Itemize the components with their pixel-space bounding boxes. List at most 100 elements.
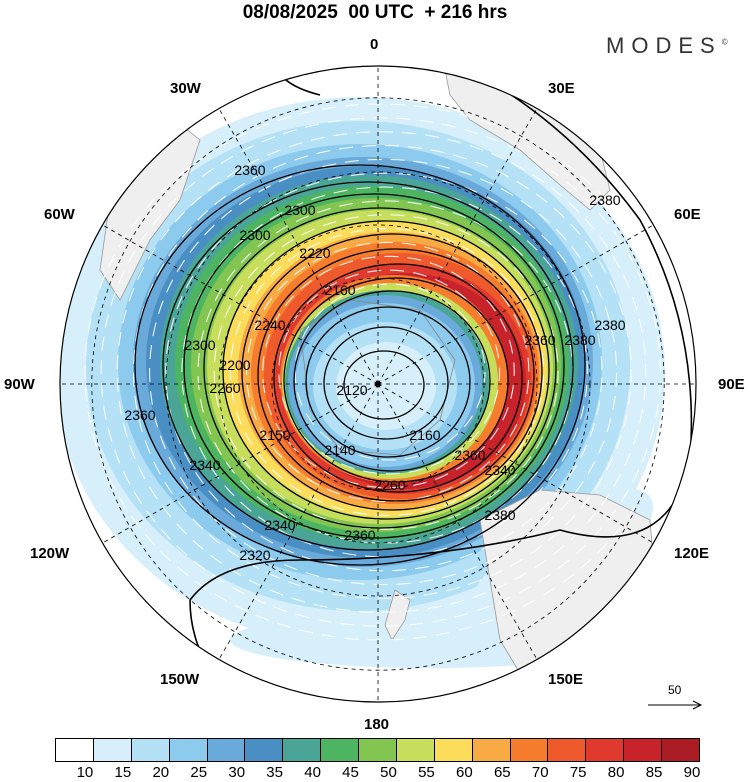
colorbar-swatch bbox=[624, 739, 662, 761]
height-contour bbox=[305, 306, 471, 458]
colorbar-swatch bbox=[207, 739, 246, 761]
colorbar-swatch bbox=[434, 739, 473, 761]
meridian-line bbox=[377, 108, 538, 385]
colorbar-label: 20 bbox=[152, 764, 170, 781]
colorbar-label: 30 bbox=[228, 764, 246, 781]
colorbar-swatch bbox=[548, 739, 587, 761]
streamline bbox=[100, 117, 661, 627]
contour-label: 2200 bbox=[219, 357, 250, 373]
streamline bbox=[262, 255, 515, 489]
colorbar-label: 65 bbox=[493, 764, 511, 781]
streamline bbox=[213, 214, 559, 530]
colorbar-label: 45 bbox=[342, 764, 359, 781]
height-contour bbox=[241, 233, 543, 511]
colorbar-label: 10 bbox=[76, 764, 94, 781]
lon-label-150e: 150E bbox=[548, 671, 584, 688]
colorbar-swatch bbox=[359, 739, 397, 761]
south-pole-marker bbox=[375, 381, 381, 387]
map-title: 08/08/2025 00 UTC + 216 hrs bbox=[242, 2, 508, 23]
meridian-line bbox=[102, 383, 379, 544]
colorbar-label: 60 bbox=[456, 764, 473, 781]
colorbar-swatch bbox=[586, 739, 625, 761]
colorbar-swatch bbox=[283, 739, 322, 761]
lon-label-120w: 120W bbox=[30, 545, 70, 562]
contour-label: 2150 bbox=[259, 427, 290, 443]
colorbar-swatch bbox=[396, 739, 435, 761]
contour-label: 2120 bbox=[336, 382, 367, 398]
colorbar-label: 70 bbox=[531, 764, 549, 781]
height-contour bbox=[323, 326, 449, 440]
colorbar-label: 90 bbox=[683, 764, 701, 781]
colorbar-swatch bbox=[510, 739, 549, 761]
contour-label: 2360 bbox=[124, 407, 155, 423]
colorbar-label: 50 bbox=[380, 764, 397, 781]
contour-label: 2380 bbox=[589, 192, 620, 208]
graticule bbox=[60, 66, 696, 702]
streamline bbox=[181, 186, 588, 558]
meridian-line bbox=[377, 383, 654, 544]
contour-label: 2360 bbox=[344, 527, 375, 543]
colorbar bbox=[55, 738, 700, 762]
height-contour bbox=[183, 193, 565, 539]
lon-label-0: 0 bbox=[370, 36, 379, 53]
contour-label: 2340 bbox=[189, 457, 220, 473]
lon-label-30e: 30E bbox=[548, 80, 575, 97]
contour-label: 2360 bbox=[454, 447, 485, 463]
height-contour bbox=[203, 207, 557, 529]
lon-label-30w: 30W bbox=[170, 80, 201, 97]
contour-label: 2220 bbox=[299, 245, 330, 261]
meridian-line bbox=[102, 224, 379, 385]
lon-label-180: 180 bbox=[364, 716, 390, 733]
contour-label: 2320 bbox=[239, 547, 270, 563]
height-contours: 2360 2300 2300 2220 2240 2160 2120 2140 2160 2200… bbox=[124, 66, 693, 691]
colorbar-label: 55 bbox=[418, 764, 435, 781]
streamline bbox=[278, 269, 501, 475]
lon-label-150w: 150W bbox=[160, 671, 200, 688]
contour-label: 2260 bbox=[209, 380, 240, 396]
height-contour bbox=[274, 66, 321, 96]
colorbar-label: 85 bbox=[645, 764, 663, 781]
contour-label: 2380 bbox=[594, 317, 625, 333]
contour-label: 2300 bbox=[284, 202, 315, 218]
height-contour bbox=[343, 350, 425, 420]
meridian-line bbox=[377, 224, 654, 385]
streamline bbox=[229, 228, 545, 516]
colorbar-swatch bbox=[245, 739, 284, 761]
colorbar-label: 80 bbox=[607, 764, 625, 781]
streamline bbox=[116, 131, 647, 613]
streamline bbox=[165, 172, 603, 572]
colorbar-label: 40 bbox=[304, 764, 321, 781]
colorbar-label: 15 bbox=[114, 764, 132, 781]
contour-label: 2360 bbox=[524, 332, 555, 348]
contour-label: 2140 bbox=[324, 442, 355, 458]
colorbar-swatch bbox=[56, 739, 94, 761]
new-zealand bbox=[384, 589, 411, 641]
contour-label: 2300 bbox=[239, 227, 270, 243]
modes-logo: MODES© bbox=[606, 33, 728, 59]
meridian-line bbox=[377, 383, 538, 660]
height-contour bbox=[293, 290, 491, 472]
colorbar-swatch bbox=[472, 739, 511, 761]
colorbar-swatch bbox=[169, 739, 208, 761]
colorbar-swatch bbox=[131, 739, 170, 761]
colorbar-swatch bbox=[321, 739, 359, 761]
height-contour bbox=[222, 220, 550, 520]
colorbar-label: 25 bbox=[190, 764, 208, 781]
height-contour bbox=[283, 277, 509, 483]
height-contour bbox=[162, 181, 574, 551]
reference-vector-label: 50 bbox=[668, 683, 682, 697]
contour-label: 2360 bbox=[234, 162, 265, 178]
colorbar-swatch bbox=[93, 739, 132, 761]
colorbar-label: 75 bbox=[569, 764, 587, 781]
meridian-line bbox=[218, 108, 379, 385]
streamline bbox=[149, 158, 618, 586]
contour-label: 2240 bbox=[254, 317, 285, 333]
contour-label: 2160 bbox=[409, 427, 440, 443]
streamline bbox=[245, 241, 530, 503]
latitude-circle bbox=[218, 224, 538, 544]
contour-label: 2340 bbox=[264, 517, 295, 533]
lon-label-120e: 120E bbox=[674, 545, 710, 562]
contour-label: 2340 bbox=[484, 462, 515, 478]
logo-text: MODES bbox=[606, 33, 722, 58]
map-boundary bbox=[59, 65, 697, 703]
